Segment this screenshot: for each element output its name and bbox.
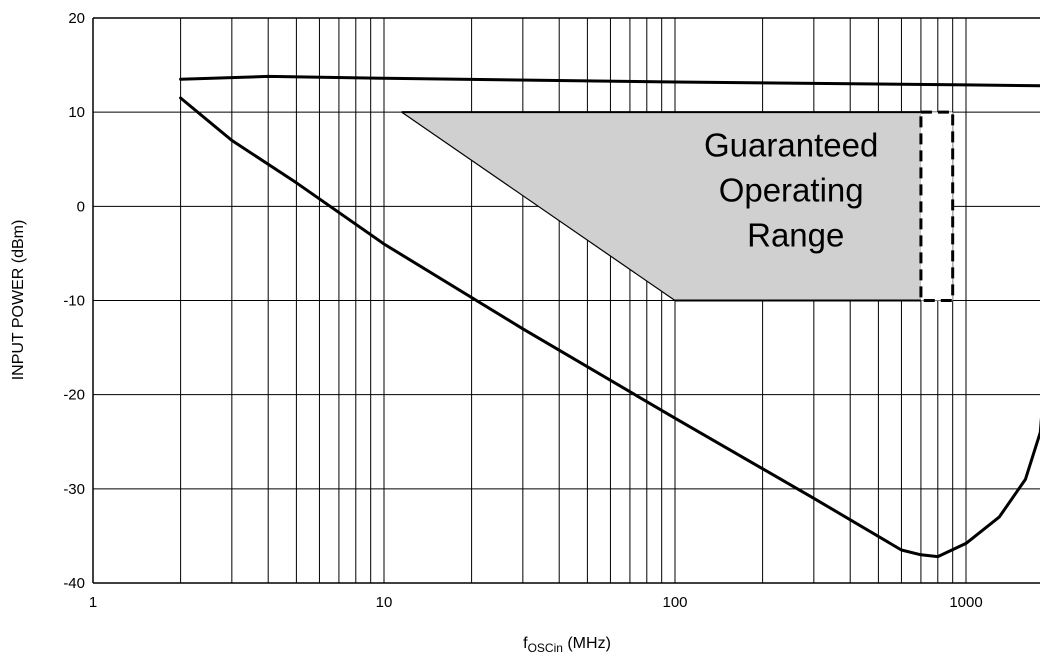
series-line-1 — [179, 74, 1040, 88]
y-tick-label: 20 — [68, 10, 85, 27]
x-tick-label: 10 — [376, 594, 393, 611]
guaranteed-operating-range — [401, 110, 955, 302]
region-dashed-extension — [919, 110, 955, 302]
x-tick-label: 1000 — [949, 594, 982, 611]
y-tick-label: -30 — [63, 481, 85, 498]
series-lines — [179, 74, 1040, 559]
region-label-line-1: Guaranteed — [704, 126, 878, 163]
region-fill — [401, 112, 921, 301]
y-tick-label: 10 — [68, 104, 85, 121]
y-tick-labels: 20 10 0 -10 -20 -30 -40 — [63, 10, 85, 592]
y-axis-label: INPUT POWER (dBm) — [10, 220, 27, 381]
x-tick-label: 1 — [89, 594, 97, 611]
y-tick-label: -10 — [63, 293, 85, 310]
x-axis-label-sub: OSCin — [528, 641, 563, 655]
y-tick-label: 0 — [77, 198, 85, 215]
region-slope-edge — [401, 111, 676, 301]
plot-frame — [92, 17, 1040, 584]
y-tick-label: -40 — [63, 575, 85, 592]
x-axis-label-main: f — [523, 635, 528, 652]
x-axis-label-unit: (MHz) — [563, 635, 611, 652]
x-tick-label: 100 — [662, 594, 687, 611]
region-label-line-3: Range — [747, 216, 844, 253]
x-tick-labels: 1 10 100 1000 — [89, 594, 983, 611]
series-line-2 — [179, 96, 1040, 559]
region-label-line-2: Operating — [719, 171, 864, 208]
region-label: Guaranteed Operating Range — [704, 126, 887, 253]
x-axis-label: fOSCin (MHz) — [523, 635, 611, 655]
y-tick-label: -20 — [63, 387, 85, 404]
